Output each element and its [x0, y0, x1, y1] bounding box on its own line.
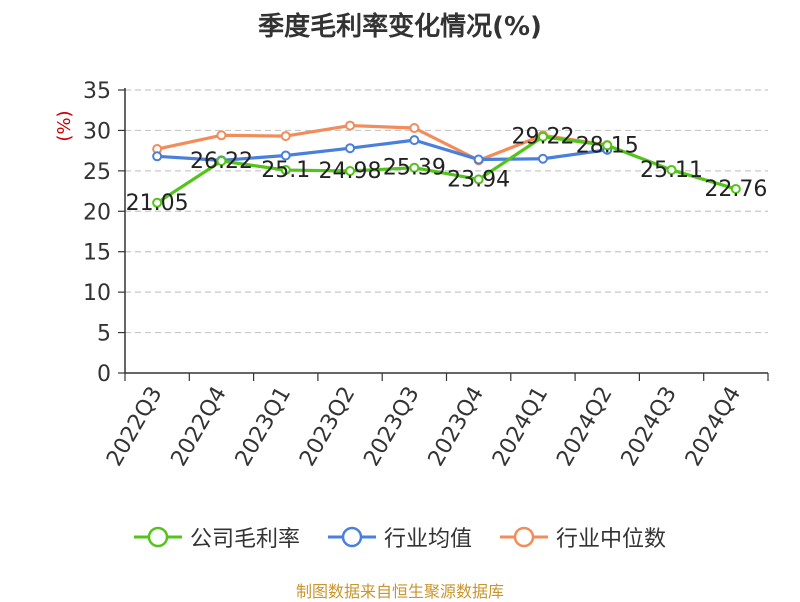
data-point	[280, 150, 291, 161]
data-label: 28.15	[576, 133, 639, 158]
data-label: 25.11	[640, 158, 703, 183]
data-point	[730, 183, 741, 194]
y-tick-label: 0	[97, 362, 111, 387]
legend-swatch-marker	[513, 526, 535, 548]
x-tick-label: 2024Q1	[488, 383, 553, 471]
legend-swatch	[327, 526, 376, 548]
source-note: 制图数据来自恒生聚源数据库	[295, 582, 504, 601]
data-point	[473, 174, 484, 185]
y-tick-label: 25	[83, 160, 111, 185]
legend-swatch-marker	[341, 526, 363, 548]
data-point	[409, 123, 420, 134]
legend-label: 公司毛利率	[189, 527, 300, 552]
data-point	[152, 151, 163, 162]
y-tick-label: 15	[83, 241, 111, 266]
legend-swatch	[500, 526, 548, 548]
legend-item[interactable]: 公司毛利率	[133, 521, 300, 553]
y-tick-label: 30	[83, 119, 111, 144]
data-label: 25.1	[261, 158, 310, 183]
series-line	[156, 135, 737, 205]
x-tick-label: 2022Q3	[102, 383, 167, 471]
x-tick-label: 2023Q3	[359, 383, 424, 471]
x-tick-label: 2023Q1	[231, 383, 296, 471]
legend-swatch	[133, 526, 182, 548]
x-tick-label: 2023Q4	[424, 383, 489, 471]
data-point	[345, 166, 356, 177]
data-point	[602, 140, 613, 151]
series-line	[157, 138, 608, 162]
x-tick-label: 2024Q3	[617, 383, 682, 471]
data-point	[216, 130, 227, 141]
data-point	[537, 153, 548, 164]
data-point	[537, 131, 548, 142]
data-point	[280, 165, 291, 176]
data-point	[409, 135, 420, 146]
x-tick-label: 2023Q2	[295, 383, 360, 471]
legend-label: 行业中位数	[556, 527, 667, 552]
data-point	[152, 197, 163, 208]
data-label: 23.94	[447, 167, 510, 192]
x-tick-label: 2024Q2	[552, 383, 617, 471]
legend: 公司毛利率 行业均值 行业中位数	[0, 520, 800, 554]
data-label: 26.22	[190, 149, 253, 174]
data-label: 29.22	[511, 125, 574, 150]
data-point	[216, 155, 227, 166]
chart-title: 季度毛利率变化情况(%)	[258, 12, 542, 42]
x-tick-label: 2024Q4	[681, 383, 746, 471]
y-tick-label: 20	[83, 200, 111, 225]
data-point	[473, 154, 484, 165]
x-tick-label: 2022Q4	[167, 383, 232, 471]
data-label: 22.76	[704, 177, 767, 202]
data-label: 21.05	[126, 191, 189, 216]
y-tick-label: 35	[83, 79, 111, 104]
data-point	[345, 143, 356, 154]
data-point	[345, 120, 356, 131]
y-axis-label: (%)	[54, 110, 75, 141]
data-label: 25.39	[383, 156, 446, 181]
legend-item[interactable]: 行业中位数	[500, 521, 666, 553]
legend-swatch-marker	[147, 526, 169, 548]
series-line	[156, 123, 608, 162]
legend-label: 行业均值	[383, 527, 472, 552]
legend-item[interactable]: 行业均值	[327, 521, 472, 553]
data-point	[409, 162, 420, 173]
y-tick-label: 10	[83, 281, 111, 306]
y-tick-label: 5	[97, 322, 111, 347]
data-label: 24.98	[319, 159, 382, 184]
data-point	[666, 164, 677, 175]
data-point	[280, 131, 291, 142]
